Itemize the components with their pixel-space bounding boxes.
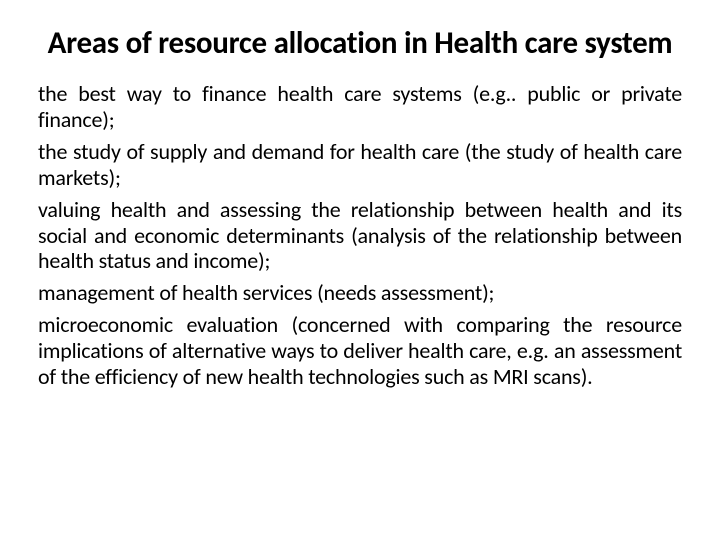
paragraph-2: the study of supply and demand for healt… xyxy=(38,139,682,191)
paragraph-3: valuing health and assessing the relatio… xyxy=(38,197,682,275)
body-content: the best way to finance health care syst… xyxy=(38,81,682,390)
slide-title: Areas of resource allocation in Health c… xyxy=(38,24,682,63)
paragraph-5: microeconomic evaluation (concerned with… xyxy=(38,312,682,390)
paragraph-4: management of health services (needs ass… xyxy=(38,280,682,306)
paragraph-1: the best way to finance health care syst… xyxy=(38,81,682,133)
